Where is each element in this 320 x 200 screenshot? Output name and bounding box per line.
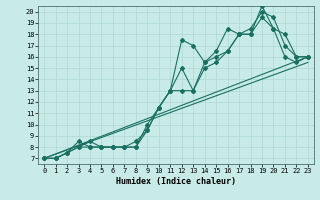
X-axis label: Humidex (Indice chaleur): Humidex (Indice chaleur): [116, 177, 236, 186]
